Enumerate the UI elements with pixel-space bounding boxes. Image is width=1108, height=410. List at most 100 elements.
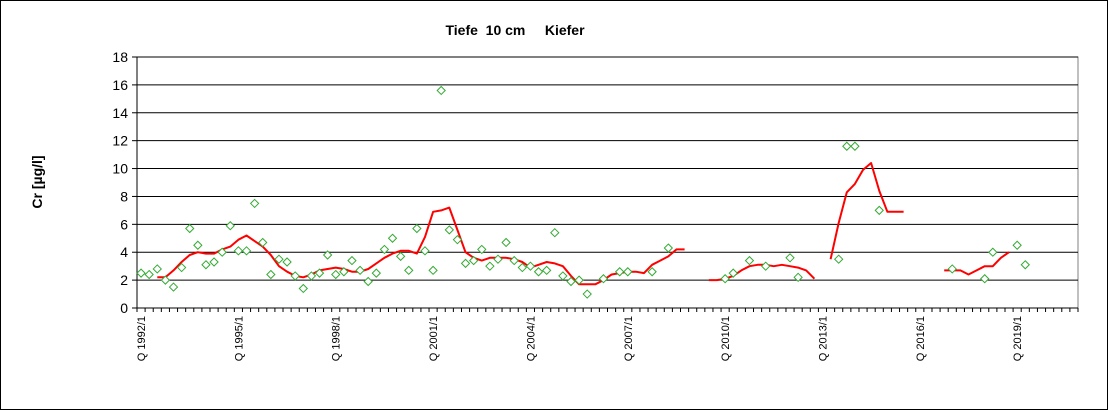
- data-point: [785, 253, 795, 263]
- data-point: [980, 274, 990, 284]
- data-point: [493, 254, 503, 264]
- data-point: [614, 267, 625, 277]
- data-point: [720, 274, 730, 284]
- data-point: [379, 244, 390, 255]
- x-tick-label: Q 2019/1: [1012, 316, 1024, 361]
- data-point: [363, 276, 373, 287]
- data-point: [371, 268, 382, 278]
- data-point: [282, 257, 292, 267]
- data-point: [176, 262, 187, 273]
- data-point: [468, 255, 479, 266]
- y-tick-label: 8: [120, 188, 128, 204]
- data-point: [744, 255, 755, 266]
- data-point: [274, 254, 284, 264]
- data-point: [1020, 260, 1030, 270]
- x-tick-label: Q 1992/1: [136, 316, 148, 361]
- data-point: [525, 261, 536, 271]
- data-point: [193, 240, 203, 250]
- x-tick-label: Q 2016/1: [915, 316, 927, 361]
- x-tick-label: Q 2004/1: [525, 316, 537, 361]
- y-axis-ticks: 0 2 4 6 8 10 12 14 16 18: [112, 49, 137, 316]
- data-point: [322, 250, 333, 260]
- data-point: [501, 237, 511, 248]
- data-point: [550, 227, 560, 238]
- data-point: [355, 265, 365, 276]
- y-axis-label: Cr [µg/l]: [29, 155, 45, 208]
- data-point: [874, 205, 884, 216]
- data-point: [168, 282, 179, 292]
- data-point: [477, 244, 487, 255]
- data-point: [509, 255, 519, 266]
- x-tick-label: Q 2010/1: [720, 316, 732, 361]
- data-point: [217, 247, 227, 257]
- data-point: [428, 265, 438, 276]
- x-tick-label: Q 2013/1: [817, 316, 829, 361]
- data-point: [574, 275, 584, 285]
- data-point: [339, 267, 349, 277]
- data-point: [566, 276, 576, 287]
- data-point: [533, 267, 544, 277]
- data-point: [266, 269, 276, 280]
- x-tick-label: Q 2001/1: [428, 316, 440, 361]
- y-tick-label: 4: [120, 244, 128, 260]
- data-point: [541, 265, 552, 276]
- gridlines: [137, 56, 1078, 281]
- x-axis: Q 1992/1 Q 1995/1 Q 1998/1 Q 2001/1 Q 2004/1…: [136, 57, 1079, 361]
- data-point: [136, 268, 146, 278]
- data-point: [452, 234, 463, 245]
- data-point: [623, 267, 633, 277]
- data-point: [233, 246, 244, 256]
- x-tick-label: Q 1998/1: [331, 316, 343, 361]
- data-point: [241, 246, 252, 256]
- data-point: [152, 264, 162, 274]
- y-tick-label: 10: [112, 161, 128, 177]
- scatter-series: [136, 85, 1030, 299]
- data-point: [485, 261, 495, 271]
- data-point: [225, 221, 235, 231]
- data-point: [144, 269, 154, 280]
- data-point: [160, 275, 171, 285]
- data-point: [760, 261, 771, 271]
- y-tick-label: 6: [120, 216, 128, 232]
- data-point: [420, 246, 430, 256]
- data-point: [947, 264, 957, 274]
- y-tick-label: 18: [112, 49, 128, 65]
- y-tick-label: 2: [120, 272, 128, 288]
- data-point: [258, 237, 268, 248]
- y-tick-label: 12: [112, 133, 128, 149]
- x-tick-label: Q 2007/1: [623, 316, 635, 361]
- data-point: [387, 233, 398, 243]
- data-point: [201, 260, 211, 270]
- data-point: [647, 267, 657, 277]
- chart-title: Tiefe 10 cm Kiefer: [445, 22, 585, 38]
- data-point: [436, 85, 446, 96]
- plot-area: [136, 56, 1079, 309]
- data-point: [558, 271, 568, 281]
- line-segment: [157, 206, 685, 286]
- data-point: [842, 141, 852, 151]
- data-point: [314, 268, 325, 278]
- line-segment: [829, 162, 904, 260]
- data-point: [444, 225, 455, 235]
- data-point: [517, 262, 528, 273]
- data-point: [988, 247, 998, 257]
- data-point: [209, 257, 219, 267]
- x-tick-label: Q 1995/1: [233, 316, 245, 361]
- data-point: [793, 272, 803, 283]
- data-point: [404, 265, 414, 276]
- data-point: [306, 271, 317, 281]
- data-point: [412, 223, 422, 234]
- data-point: [298, 283, 309, 294]
- data-point: [249, 198, 260, 209]
- data-point: [347, 255, 357, 266]
- data-point: [833, 254, 844, 264]
- data-point: [850, 141, 860, 151]
- data-point: [331, 269, 341, 280]
- y-tick-label: 16: [112, 77, 128, 93]
- data-point: [395, 251, 406, 262]
- data-point: [460, 258, 471, 269]
- y-tick-label: 0: [120, 300, 128, 316]
- data-point: [290, 271, 300, 281]
- data-point: [185, 223, 195, 234]
